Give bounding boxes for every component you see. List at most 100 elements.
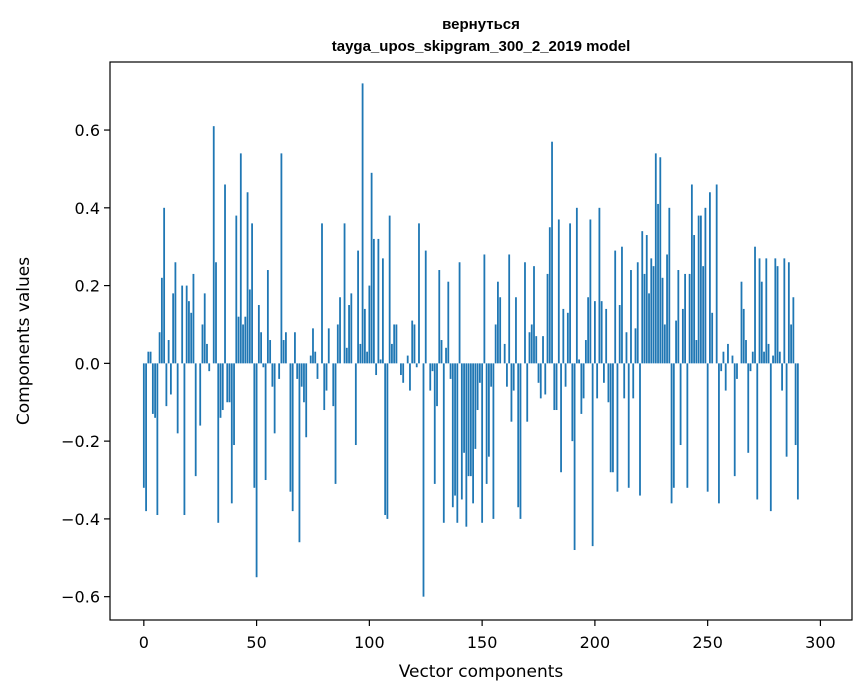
bar-246 — [697, 215, 700, 364]
bar-91 — [348, 305, 350, 364]
bar-149 — [478, 363, 481, 383]
bar-207 — [609, 363, 612, 473]
bar-50 — [255, 363, 258, 578]
bar-178 — [544, 363, 547, 395]
bar-282 — [778, 351, 781, 364]
bar-230 — [661, 277, 664, 364]
bar-172 — [530, 324, 533, 364]
bar-202 — [598, 207, 601, 364]
bar-199 — [591, 363, 594, 547]
bar-255 — [718, 363, 720, 504]
bar-180 — [548, 227, 551, 364]
y-tick-label: −0.6 — [61, 588, 100, 607]
bar-14 — [174, 262, 177, 364]
bar-134 — [445, 347, 447, 364]
bar-66 — [291, 363, 294, 512]
bar-237 — [677, 270, 680, 364]
bar-52 — [260, 332, 262, 364]
bar-276 — [765, 258, 768, 364]
bar-169 — [524, 262, 526, 364]
bar-129 — [433, 363, 436, 484]
bar-145 — [469, 363, 472, 477]
bar-19 — [185, 285, 188, 364]
bar-245 — [695, 340, 698, 364]
bar-20 — [188, 301, 190, 364]
bar-146 — [472, 363, 474, 504]
bar-94 — [354, 363, 357, 446]
bar-124 — [422, 363, 425, 597]
bar-235 — [672, 363, 675, 488]
bar-17 — [181, 285, 184, 364]
bar-117 — [406, 355, 409, 364]
bar-47 — [248, 289, 251, 364]
bar-177 — [542, 336, 544, 364]
bar-67 — [294, 332, 296, 364]
bar-287 — [790, 324, 792, 364]
bar-247 — [699, 215, 702, 364]
bar-188 — [566, 312, 569, 364]
bar-114 — [400, 363, 402, 376]
bar-35 — [221, 363, 224, 411]
bar-29 — [208, 363, 211, 372]
bar-288 — [792, 297, 795, 364]
bar-242 — [688, 273, 691, 364]
bar-164 — [512, 363, 515, 391]
bar-25 — [199, 363, 202, 426]
x-tick-label: 50 — [246, 633, 266, 652]
bar-157 — [497, 281, 499, 364]
bar-79 — [321, 223, 323, 364]
bar-6 — [156, 363, 159, 516]
bar-215 — [627, 363, 630, 488]
bar-248 — [702, 266, 705, 364]
bar-267 — [745, 340, 747, 364]
bar-266 — [742, 308, 745, 364]
bar-270 — [751, 351, 754, 364]
x-tick-label: 300 — [805, 633, 836, 652]
bar-221 — [641, 231, 644, 364]
bar-3 — [149, 351, 152, 364]
bar-143 — [465, 363, 468, 527]
bar-2 — [147, 351, 150, 364]
bar-110 — [391, 343, 393, 364]
bar-111 — [393, 324, 396, 364]
bar-285 — [785, 363, 788, 457]
bar-227 — [654, 153, 657, 364]
bar-0 — [142, 363, 145, 488]
bar-139 — [456, 363, 459, 523]
bar-261 — [731, 355, 734, 364]
bar-257 — [722, 351, 725, 364]
bar-70 — [300, 363, 303, 387]
bar-41 — [235, 215, 238, 364]
bar-28 — [206, 343, 208, 364]
bar-259 — [727, 343, 729, 364]
bar-56 — [269, 340, 272, 364]
bar-96 — [359, 343, 362, 364]
bar-127 — [429, 363, 432, 391]
bar-69 — [298, 363, 301, 543]
bar-289 — [794, 363, 797, 446]
bar-240 — [684, 273, 686, 364]
bar-77 — [316, 363, 319, 379]
bar-170 — [526, 363, 529, 422]
bar-13 — [172, 293, 175, 364]
bar-158 — [499, 297, 502, 364]
bar-46 — [246, 192, 249, 364]
bar-244 — [693, 235, 696, 364]
bar-175 — [537, 363, 540, 383]
bar-263 — [736, 363, 738, 379]
bar-273 — [758, 258, 761, 364]
bar-239 — [681, 308, 684, 364]
bar-277 — [767, 343, 770, 364]
bar-15 — [176, 363, 179, 434]
bar-150 — [481, 363, 484, 523]
bar-43 — [239, 153, 242, 364]
bar-9 — [163, 207, 166, 364]
bar-161 — [506, 363, 508, 387]
bar-21 — [190, 312, 193, 364]
bar-142 — [463, 363, 465, 453]
bar-212 — [621, 246, 623, 364]
bar-182 — [553, 363, 556, 411]
bar-234 — [670, 363, 673, 504]
